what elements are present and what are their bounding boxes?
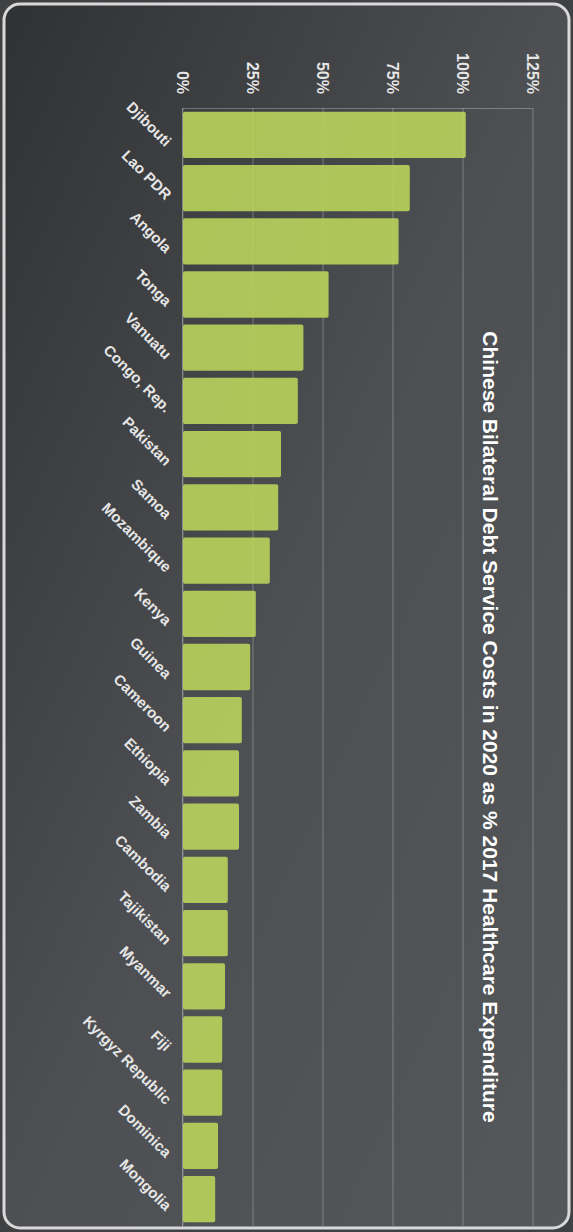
tick: Guinea <box>127 634 183 682</box>
grid <box>183 108 533 1226</box>
category-label: Vanuatu <box>122 309 175 362</box>
tick-label: 25% <box>244 62 261 94</box>
bar <box>183 112 466 158</box>
category-label: Kenya <box>131 585 175 629</box>
bar <box>183 591 256 637</box>
tick: Cameroon <box>110 670 183 734</box>
tick: 0% <box>174 71 191 108</box>
tick: Cambodia <box>112 831 183 895</box>
bar <box>183 537 270 583</box>
tick: Ethiopia <box>121 734 183 788</box>
category-label: Kyrgyz Republic <box>80 1012 175 1107</box>
tick: Kenya <box>131 585 183 629</box>
category-label: Zambia <box>126 792 176 842</box>
tick: 125% <box>524 53 541 108</box>
x-axis: DjiboutiLao PDR Angola TongaVanuatuCongo, … <box>80 98 183 1226</box>
bar <box>183 1070 222 1116</box>
bar <box>183 697 242 743</box>
tick: Myanmar <box>116 942 183 1001</box>
tick: Samoa <box>128 475 183 522</box>
category-label: Fiji <box>148 1027 175 1054</box>
grid-line <box>463 108 464 1226</box>
category-label: Mongolia <box>116 1155 175 1214</box>
tick: Tajikistan <box>115 888 183 948</box>
bars <box>183 112 466 1223</box>
bar <box>183 484 278 530</box>
category-label: Dominica <box>115 1101 175 1161</box>
tick: Angola <box>127 208 183 256</box>
category-label: Samoa <box>128 475 175 522</box>
category-label: Cambodia <box>112 831 176 895</box>
category-label: Cameroon <box>110 670 174 734</box>
bar <box>183 963 225 1009</box>
tick: Vanuatu <box>122 309 183 362</box>
category-label: Tajikistan <box>115 888 175 948</box>
bar <box>183 803 239 849</box>
y-axis: 0% 25% 50% 75% 100% 125% <box>174 53 541 108</box>
bar <box>183 857 228 903</box>
tick-label: 50% <box>314 62 331 94</box>
tick: Fiji <box>148 1027 183 1054</box>
tick: 25% <box>244 62 261 108</box>
tick: Mozambique <box>99 499 183 575</box>
bar <box>183 644 250 690</box>
category-label: Mozambique <box>99 499 175 575</box>
category-label: Ethiopia <box>121 734 175 788</box>
tick: Congo, Rep. <box>100 341 183 415</box>
bar <box>183 431 281 477</box>
tick: 50% <box>314 62 331 108</box>
bar <box>183 378 298 424</box>
tick: Djibouti <box>123 98 183 149</box>
rotated-plot: 0% 25% 50% 75% 100% 125% DjiboutiLao PDR Angola… <box>80 53 542 1226</box>
tick-label: 75% <box>384 62 401 94</box>
background <box>4 4 569 1228</box>
bar <box>183 1016 222 1062</box>
bar <box>183 165 410 211</box>
tick: Tonga <box>132 266 183 310</box>
tick: 100% <box>454 53 471 108</box>
category-label: Guinea <box>127 634 175 682</box>
category-label: Angola <box>127 208 175 256</box>
axis-line <box>182 109 183 1227</box>
tick: Lao PDR <box>119 147 183 203</box>
bar <box>183 1176 215 1222</box>
tick: Pakistan <box>119 413 183 469</box>
bar <box>183 1123 218 1169</box>
grid-line <box>533 108 534 1226</box>
grid-line <box>393 108 394 1226</box>
chart: 0% 25% 50% 75% 100% 125% DjiboutiLao PDR Angola… <box>0 0 573 1232</box>
category-label: Pakistan <box>119 413 175 469</box>
tick-label: 125% <box>524 53 541 94</box>
tick-label: 0% <box>174 71 191 94</box>
bar <box>183 218 399 264</box>
tick: Mongolia <box>116 1155 183 1214</box>
tick: 75% <box>384 62 401 108</box>
category-label: Djibouti <box>123 98 174 149</box>
tick-label: 100% <box>454 53 471 94</box>
bar <box>183 750 239 796</box>
tick: Zambia <box>126 792 183 842</box>
category-label: Congo, Rep. <box>100 341 174 415</box>
category-label: Tonga <box>132 266 176 310</box>
bar <box>183 910 228 956</box>
axis-line <box>183 108 533 109</box>
category-label: Lao PDR <box>119 147 175 203</box>
tick: Dominica <box>115 1101 183 1161</box>
bar <box>183 325 303 371</box>
title: Chinese Bilateral Debt Service Costs in … <box>479 331 502 1122</box>
tick: Kyrgyz Republic <box>80 1012 183 1107</box>
bar <box>183 271 329 317</box>
category-label: Myanmar <box>116 942 175 1001</box>
